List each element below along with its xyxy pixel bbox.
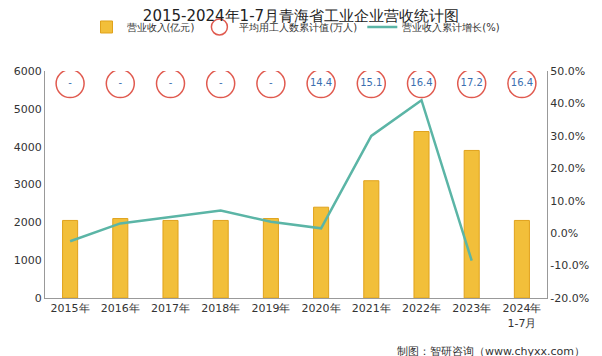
svg-text:0.0%: 0.0%: [550, 227, 578, 240]
svg-text:营业收入(亿元): 营业收入(亿元): [127, 22, 195, 33]
svg-text:2017年: 2017年: [151, 302, 190, 315]
svg-text:2000: 2000: [14, 216, 42, 229]
svg-text:2023年: 2023年: [452, 302, 491, 315]
svg-text:2019年: 2019年: [251, 302, 290, 315]
svg-text:16.4: 16.4: [410, 77, 432, 88]
svg-text:2024年1-7月: 2024年1-7月: [502, 302, 541, 329]
svg-text:营业收入累计增长(%): 营业收入累计增长(%): [402, 22, 499, 33]
svg-text:-20.0%: -20.0%: [550, 292, 589, 305]
svg-text:平均用工人数累计值(万人): 平均用工人数累计值(万人): [239, 22, 357, 33]
svg-text:10.0%: 10.0%: [550, 195, 585, 208]
svg-text:-: -: [68, 77, 72, 88]
svg-text:-: -: [219, 77, 223, 88]
svg-text:-10.0%: -10.0%: [550, 259, 589, 272]
svg-text:-: -: [118, 77, 122, 88]
svg-text:-: -: [269, 77, 273, 88]
svg-text:1000: 1000: [14, 254, 42, 267]
svg-text:2015-2024年1-7月青海省工业企业营收统计图: 2015-2024年1-7月青海省工业企业营收统计图: [143, 7, 459, 25]
svg-text:30.0%: 30.0%: [550, 130, 585, 143]
svg-text:5000: 5000: [14, 103, 42, 116]
svg-text:-: -: [169, 77, 173, 88]
svg-text:2022年: 2022年: [402, 302, 441, 315]
svg-text:2020年: 2020年: [302, 302, 341, 315]
svg-text:16.4: 16.4: [511, 77, 533, 88]
svg-text:2016年: 2016年: [101, 302, 140, 315]
svg-text:2021年: 2021年: [352, 302, 391, 315]
svg-text:6000: 6000: [14, 65, 42, 78]
svg-text:2018年: 2018年: [201, 302, 240, 315]
svg-text:40.0%: 40.0%: [550, 97, 585, 110]
svg-text:20.0%: 20.0%: [550, 162, 585, 175]
svg-text:4000: 4000: [14, 141, 42, 154]
svg-text:制图：智研咨询（www.chyxx.com）: 制图：智研咨询（www.chyxx.com）: [397, 345, 585, 356]
svg-text:17.2: 17.2: [461, 77, 483, 88]
svg-text:3000: 3000: [14, 178, 42, 191]
svg-text:14.4: 14.4: [310, 77, 332, 88]
svg-text:0: 0: [35, 292, 42, 305]
svg-text:15.1: 15.1: [360, 77, 382, 88]
svg-text:50.0%: 50.0%: [550, 65, 585, 78]
svg-text:2015年: 2015年: [51, 302, 90, 315]
